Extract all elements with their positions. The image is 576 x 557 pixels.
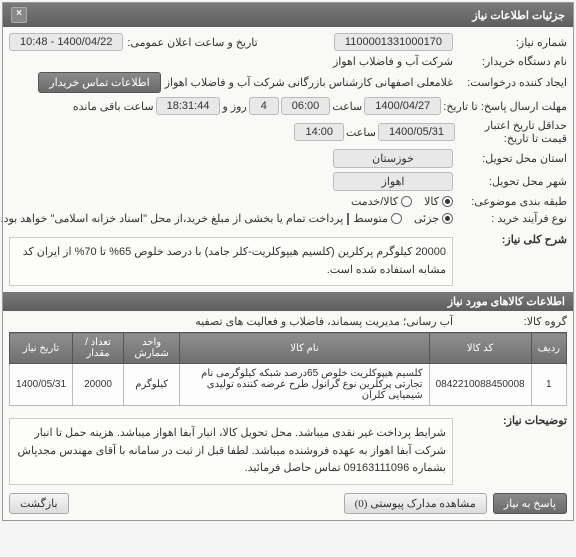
creator-value: غلامعلی اصفهانی کارشناس بازرگانی شرکت آب… — [165, 76, 453, 89]
main-panel: جزئیات اطلاعات نیاز × شماره نیاز: 110000… — [2, 2, 574, 521]
payment-checkbox[interactable] — [347, 213, 349, 225]
th-name: نام کالا — [180, 333, 429, 364]
radio-low-circle — [442, 213, 453, 224]
payment-note: پرداخت تمام یا بخشی از مبلغ خرید،از محل … — [1, 212, 344, 225]
lowest-label-1: حداقل تاریخ اعتبار — [457, 119, 567, 132]
city-value: اهواز — [333, 172, 453, 191]
td-code: 0842210088450008 — [429, 364, 531, 406]
reply-deadline-label: مهلت ارسال پاسخ: تا تاریخ: — [443, 100, 567, 113]
category-radio-group: کالا کالا/خدمت — [351, 195, 453, 208]
panel-body: شماره نیاز: 1100001331000170 تاریخ و ساع… — [3, 27, 573, 520]
panel-title: جزئیات اطلاعات نیاز — [472, 9, 565, 22]
footer-buttons: پاسخ به نیاز مشاهده مدارک پیوستی (0) باز… — [9, 493, 567, 514]
province-label: استان محل تحویل: — [457, 152, 567, 165]
remaining-time-value: 18:31:44 — [156, 97, 221, 115]
lowest-date-value: 1400/05/31 — [378, 123, 455, 141]
radio-service[interactable]: کالا/خدمت — [351, 195, 412, 208]
buyer-org-label: نام دستگاه خریدار: — [457, 55, 567, 68]
reply-button[interactable]: پاسخ به نیاز — [493, 493, 567, 514]
radio-goods-circle — [442, 196, 453, 207]
td-name: کلسیم هیپوکلریت خلوص 65درصد شبکه کیلوگرم… — [180, 364, 429, 406]
days-count-value: 4 — [249, 97, 279, 115]
panel-header: جزئیات اطلاعات نیاز × — [3, 3, 573, 27]
goods-table: ردیف کد کالا نام کالا واحد شمارش تعداد /… — [9, 332, 567, 406]
creator-label: ایجاد کننده درخواست: — [457, 76, 567, 89]
summary-text: 20000 کیلوگرم پرکلرین (کلسیم هیپوکلریت-ک… — [9, 237, 453, 286]
attachments-button[interactable]: مشاهده مدارک پیوستی (0) — [344, 493, 487, 514]
th-qty: تعداد / مقدار — [73, 333, 124, 364]
th-row: ردیف — [531, 333, 566, 364]
process-radio-group: جزئی متوسط — [353, 212, 453, 225]
contact-button[interactable]: اطلاعات تماس خریدار — [38, 72, 160, 93]
announce-label: تاریخ و ساعت اعلان عمومی: — [127, 36, 257, 49]
announce-value: 1400/04/22 - 10:48 — [9, 33, 123, 51]
group-label: گروه کالا: — [457, 315, 567, 328]
time-label-1: ساعت — [332, 100, 362, 113]
req-no-value: 1100001331000170 — [334, 33, 453, 51]
table-row: 1 0842210088450008 کلسیم هیپوکلریت خلوص … — [10, 364, 567, 406]
buyer-org-value: شرکت آب و فاضلاب اهواز — [333, 55, 453, 68]
td-date: 1400/05/31 — [10, 364, 73, 406]
reply-date-value: 1400/04/27 — [364, 97, 441, 115]
radio-service-circle — [401, 196, 412, 207]
radio-mid-label: متوسط — [353, 212, 388, 225]
category-label: طبقه بندی موضوعی: — [457, 195, 567, 208]
goods-section-header: اطلاعات کالاهای مورد نیاز — [3, 292, 573, 311]
process-label: نوع فرآیند خرید : — [457, 212, 567, 225]
close-button[interactable]: × — [11, 7, 27, 23]
td-qty: 20000 — [73, 364, 124, 406]
radio-goods-label: کالا — [424, 195, 439, 208]
reply-time-value: 06:00 — [281, 97, 331, 115]
notes-label: توضیحات نیاز: — [457, 414, 567, 427]
group-value: آب رسانی؛ مدیریت پسماند، فاضلاب و فعالیت… — [195, 315, 453, 328]
time-label-2: ساعت — [346, 126, 376, 139]
lowest-time-value: 14:00 — [294, 123, 344, 141]
radio-mid-circle — [391, 213, 402, 224]
city-label: شهر محل تحویل: — [457, 175, 567, 188]
radio-service-label: کالا/خدمت — [351, 195, 398, 208]
td-row: 1 — [531, 364, 566, 406]
radio-low[interactable]: جزئی — [414, 212, 453, 225]
notes-text: شرایط پرداخت غیر نقدی میباشد. محل تحویل … — [9, 418, 453, 485]
radio-mid[interactable]: متوسط — [353, 212, 402, 225]
th-date: تاریخ نیاز — [10, 333, 73, 364]
radio-low-label: جزئی — [414, 212, 439, 225]
td-unit: کیلوگرم — [123, 364, 179, 406]
back-button[interactable]: بازگشت — [9, 493, 69, 514]
req-no-label: شماره نیاز: — [457, 36, 567, 49]
th-code: کد کالا — [429, 333, 531, 364]
th-unit: واحد شمارش — [123, 333, 179, 364]
radio-goods[interactable]: کالا — [424, 195, 453, 208]
summary-label: شرح کلی نیاز: — [457, 233, 567, 246]
province-value: خوزستان — [333, 149, 453, 168]
lowest-label-2: قیمت تا تاریخ: — [457, 132, 567, 145]
days-text: روز و — [222, 100, 246, 113]
remaining-text: ساعت باقی مانده — [73, 100, 154, 113]
